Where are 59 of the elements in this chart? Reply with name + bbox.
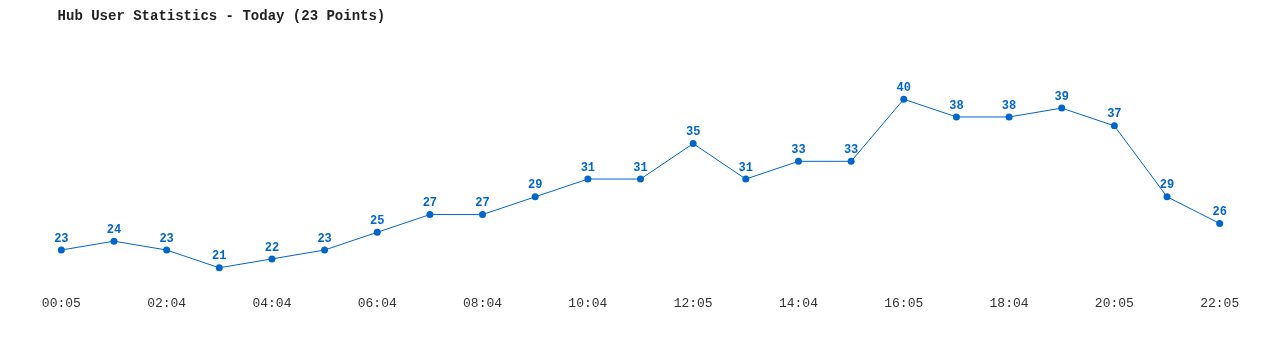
point — [531, 193, 539, 201]
data-label: 27 — [422, 196, 438, 211]
point — [900, 95, 908, 103]
data-label: 33 — [843, 142, 859, 157]
x-tick-label: 18:04 — [989, 295, 1029, 311]
data-label: 31 — [633, 160, 648, 175]
point — [268, 255, 276, 263]
point — [215, 264, 223, 272]
data-label: 31 — [580, 160, 596, 175]
data-label: 23 — [159, 231, 174, 246]
x-tick-label: 08:04 — [463, 295, 503, 311]
point — [1163, 193, 1171, 201]
point — [426, 211, 434, 219]
x-tick-label: 02:04 — [147, 295, 187, 311]
x-tick-label: 04:04 — [252, 295, 292, 311]
point — [163, 246, 171, 254]
x-tick-label: 22:05 — [1200, 295, 1240, 311]
x-tick-label: 20:05 — [1094, 295, 1134, 311]
data-label: 27 — [475, 196, 490, 211]
chart-title: Hub User Statistics - Today (23 Points) — [57, 8, 386, 25]
point — [321, 246, 329, 254]
data-label: 26 — [1212, 205, 1227, 220]
data-label: 21 — [212, 249, 227, 264]
point — [794, 157, 802, 165]
data-label: 25 — [370, 213, 385, 228]
data-label: 38 — [949, 98, 964, 113]
point — [952, 113, 960, 121]
point — [1216, 219, 1224, 227]
data-label: 31 — [738, 160, 753, 175]
data-label: 29 — [1159, 178, 1175, 193]
point — [689, 140, 697, 148]
data-label: 33 — [791, 142, 806, 157]
x-tick-label: 00:05 — [41, 295, 81, 311]
point — [584, 175, 592, 183]
point — [110, 237, 118, 245]
point — [1005, 113, 1013, 121]
x-tick-label: 14:04 — [778, 295, 819, 311]
data-label: 40 — [896, 80, 911, 95]
data-label: 24 — [106, 222, 122, 237]
data-label: 38 — [1001, 98, 1017, 113]
point — [1058, 104, 1066, 112]
point — [57, 246, 65, 254]
x-tick-label: 06:04 — [357, 295, 397, 311]
point — [847, 157, 855, 165]
data-label: 35 — [685, 125, 701, 140]
point — [373, 228, 381, 236]
point — [1110, 122, 1118, 130]
data-label: 23 — [317, 231, 332, 246]
x-tick-label: 10:04 — [568, 295, 608, 311]
data-label: 22 — [264, 240, 280, 255]
x-tick-label: 12:05 — [673, 295, 713, 311]
point — [742, 175, 750, 183]
point — [479, 211, 487, 219]
data-label: 39 — [1054, 89, 1069, 104]
data-label: 23 — [54, 231, 69, 246]
data-label: 37 — [1107, 107, 1122, 122]
point — [637, 175, 644, 183]
data-label: 29 — [528, 178, 543, 193]
x-tick-label: 16:05 — [884, 295, 924, 311]
